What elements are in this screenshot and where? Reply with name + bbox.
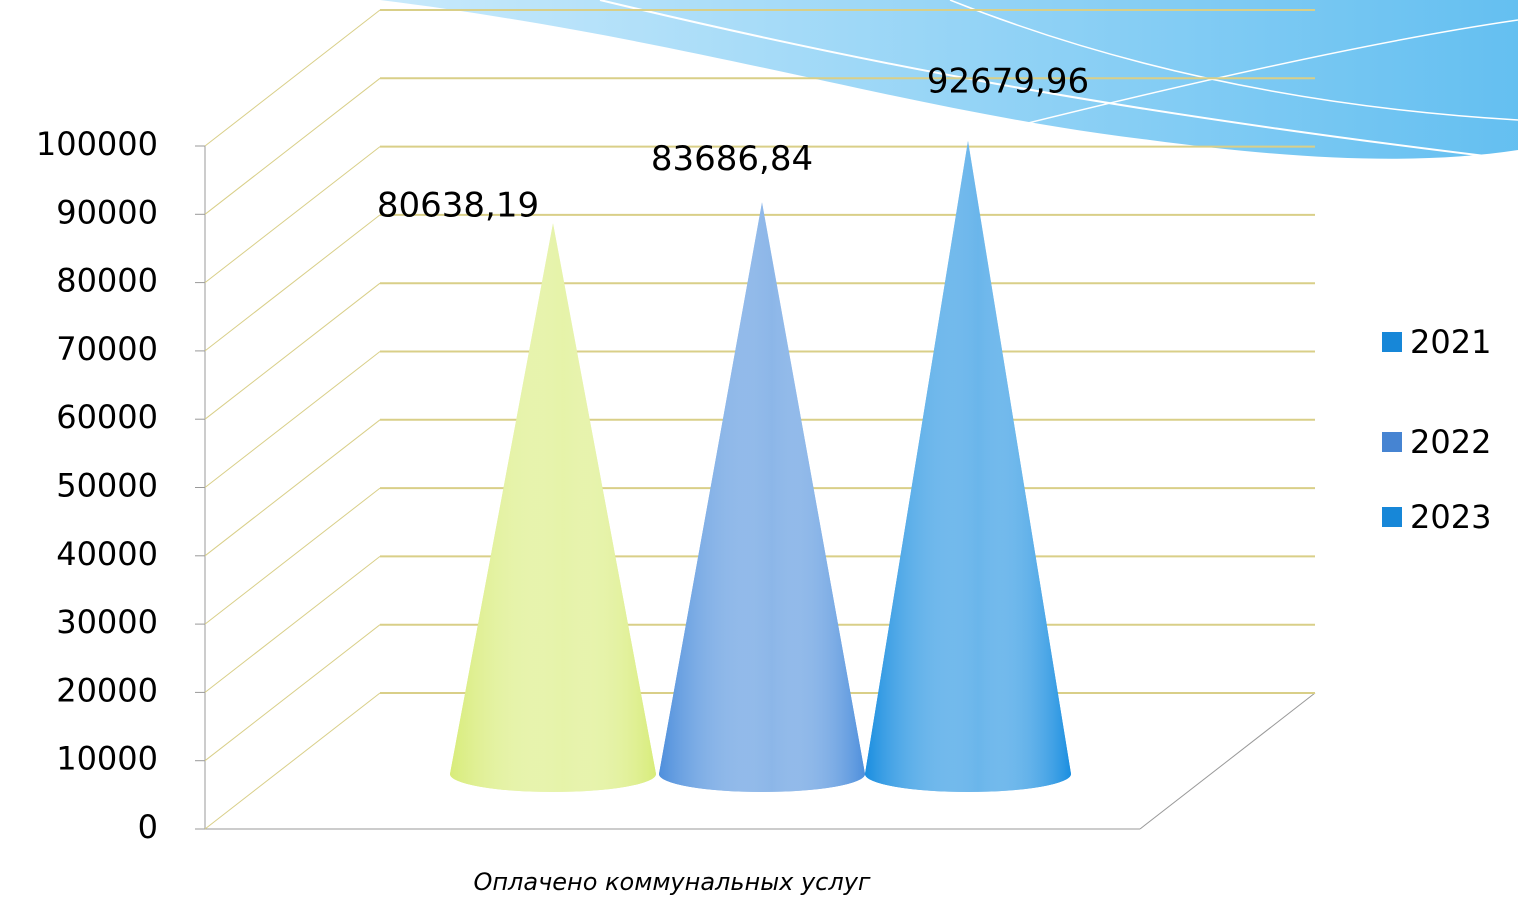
- grid-line: [204, 419, 381, 557]
- grid-line: [204, 214, 381, 352]
- grid-line: [204, 9, 381, 147]
- legend-label: 2023: [1410, 498, 1491, 536]
- y-tick-label: 0: [138, 808, 158, 846]
- value-label: 80638,19: [377, 186, 539, 226]
- y-tick-label: 10000: [56, 740, 158, 778]
- grid-line: [204, 351, 381, 488]
- legend-label: 2021: [1410, 323, 1491, 361]
- cone-shade: [659, 202, 865, 792]
- y-tick-label: 80000: [56, 262, 158, 300]
- y-tick-label: 20000: [56, 671, 158, 709]
- y-tick-label: 60000: [56, 398, 158, 436]
- cone-shade: [450, 223, 656, 793]
- legend-label: 2022: [1410, 423, 1491, 461]
- y-tick-label: 40000: [56, 535, 158, 573]
- grid-line: [204, 692, 381, 830]
- grid-line: [204, 146, 381, 283]
- grid-line: [204, 624, 381, 762]
- cone-shade: [865, 140, 1071, 793]
- decor-wave: [380, 0, 1518, 161]
- category-label: Оплачено коммунальных услуг: [473, 868, 870, 896]
- value-label: 92679,96: [927, 61, 1089, 101]
- grid-line: [204, 77, 381, 215]
- floor-edge: [1139, 692, 1316, 830]
- grid-line: [204, 282, 381, 420]
- plot: 80638,19 83686,84 92679,96: [377, 61, 1089, 793]
- y-tick-label: 50000: [56, 467, 158, 505]
- y-tick-label: 70000: [56, 330, 158, 368]
- grid-line: [204, 556, 381, 693]
- legend-swatch: [1382, 507, 1402, 527]
- y-tick-label: 100000: [36, 125, 158, 163]
- y-tick-label: 30000: [56, 603, 158, 641]
- grid-line: [204, 487, 381, 625]
- legend-swatch: [1382, 432, 1402, 452]
- y-tick-label: 90000: [56, 193, 158, 231]
- legend-swatch: [1382, 332, 1402, 352]
- value-label: 83686,84: [651, 139, 813, 179]
